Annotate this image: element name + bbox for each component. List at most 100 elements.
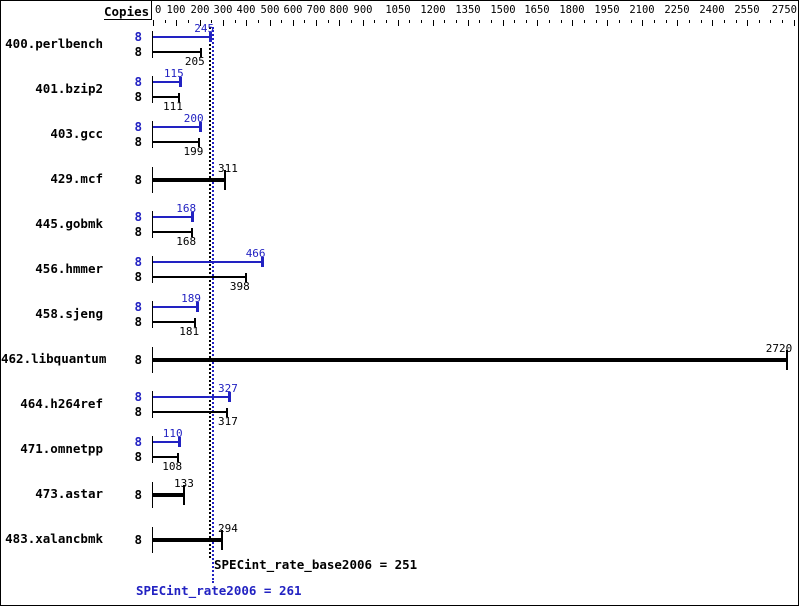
bar-end-tick [178, 437, 181, 447]
single-value-label: 133 [174, 477, 194, 490]
copies-value: 8 [134, 314, 142, 329]
benchmark-label: 401.bzip2 [35, 81, 103, 96]
peak-value-label: 168 [176, 202, 197, 215]
benchmark-label: 403.gcc [50, 126, 103, 141]
peak-value-label: 466 [245, 247, 266, 260]
axis-tick-label: 2750 [771, 4, 797, 16]
benchmark-label: 464.h264ref [20, 396, 103, 411]
bar-end-tick [191, 228, 193, 237]
single-bar [153, 178, 225, 182]
copies-value: 8 [134, 89, 142, 104]
bar-end-tick [198, 138, 200, 147]
axis-tick-label: 2550 [734, 4, 760, 16]
copies-value: 8 [134, 44, 142, 59]
peak-value-label: 200 [183, 112, 204, 125]
row-baseline [152, 301, 153, 328]
copies-value: 8 [134, 352, 142, 367]
bar-end-tick [224, 170, 226, 190]
bar-end-tick [196, 302, 199, 312]
axis-tick [339, 20, 340, 26]
axis-tick [165, 20, 166, 23]
axis-tick-label: 0 [155, 4, 162, 16]
peak-value-label: 189 [181, 292, 202, 305]
row-baseline [152, 76, 153, 103]
axis-tick [561, 20, 562, 23]
axis-tick [701, 20, 702, 23]
axis-tick [794, 20, 795, 26]
bar-end-tick [245, 273, 247, 282]
axis-tick [631, 20, 632, 23]
copies-value: 8 [134, 449, 142, 464]
axis-tick [246, 20, 247, 26]
copies-column-header: Copies [104, 4, 150, 19]
axis-tick [759, 20, 760, 23]
benchmark-label: 473.astar [35, 486, 103, 501]
single-value-label: 294 [218, 522, 238, 535]
row-baseline [152, 121, 153, 148]
benchmark-label: 456.hmmer [35, 261, 103, 276]
axis-tick-label: 1350 [455, 4, 481, 16]
axis-tick [712, 20, 713, 26]
axis-tick [642, 20, 643, 26]
peak-bar [153, 126, 200, 128]
base-bar [153, 96, 179, 98]
axis-tick [421, 20, 422, 23]
base-bar [153, 276, 246, 278]
axis-tick-label: 2400 [699, 4, 725, 16]
copies-value: 8 [134, 487, 142, 502]
base-value-label: 199 [183, 145, 204, 158]
bar-end-tick [191, 212, 194, 222]
axis-tick [479, 20, 480, 23]
base-value-label: 111 [162, 100, 183, 113]
peak-summary-text: SPECint_rate2006 = 261 [136, 583, 302, 598]
axis-tick-label: 1950 [594, 4, 620, 16]
axis-tick-label: 1500 [490, 4, 516, 16]
axis-tick-label: 1200 [420, 4, 446, 16]
peak-bar [153, 81, 180, 83]
axis-tick [188, 20, 189, 23]
row-baseline [152, 391, 153, 418]
copies-value: 8 [134, 389, 142, 404]
axis-tick [398, 20, 399, 26]
base-bar [153, 456, 178, 458]
base-value-label: 181 [179, 325, 200, 338]
benchmark-label: 429.mcf [50, 171, 103, 186]
single-value-label: 2720 [765, 342, 793, 355]
single-bar [153, 538, 222, 542]
base-reference-line [209, 27, 211, 558]
bar-end-tick [200, 48, 202, 57]
axis-tick [584, 20, 585, 23]
axis-tick-label: 700 [306, 4, 326, 16]
base-value-label: 205 [184, 55, 205, 68]
copies-value: 8 [134, 404, 142, 419]
axis-tick [526, 20, 527, 23]
bar-end-tick [178, 93, 180, 102]
axis-tick [409, 20, 410, 23]
row-baseline [152, 527, 153, 553]
axis-tick [537, 20, 538, 26]
copies-value: 8 [134, 269, 142, 284]
bar-end-tick [786, 350, 788, 370]
axis-tick [456, 20, 457, 23]
copies-value: 8 [134, 134, 142, 149]
axis-tick-label: 1050 [385, 4, 411, 16]
row-baseline [152, 436, 153, 463]
copies-value: 8 [134, 209, 142, 224]
axis-tick [176, 20, 177, 26]
axis-tick-label: 500 [260, 4, 280, 16]
row-baseline [152, 256, 153, 283]
axis-tick-label: 2250 [664, 4, 690, 16]
axis-tick-label: 100 [166, 4, 186, 16]
peak-bar [153, 396, 229, 398]
axis-tick [596, 20, 597, 23]
benchmark-label: 483.xalancbmk [5, 531, 103, 546]
x-axis: 0 100 200 300 400 500 600 700 800 900 1050 1200 1350… [1, 1, 798, 31]
copies-value: 8 [134, 119, 142, 134]
axis-tick [433, 20, 434, 26]
axis-tick [572, 20, 573, 26]
axis-tick [689, 20, 690, 23]
axis-tick [153, 20, 154, 26]
axis-tick [770, 20, 771, 23]
bar-end-tick [209, 32, 212, 42]
benchmark-label: 458.sjeng [35, 306, 103, 321]
